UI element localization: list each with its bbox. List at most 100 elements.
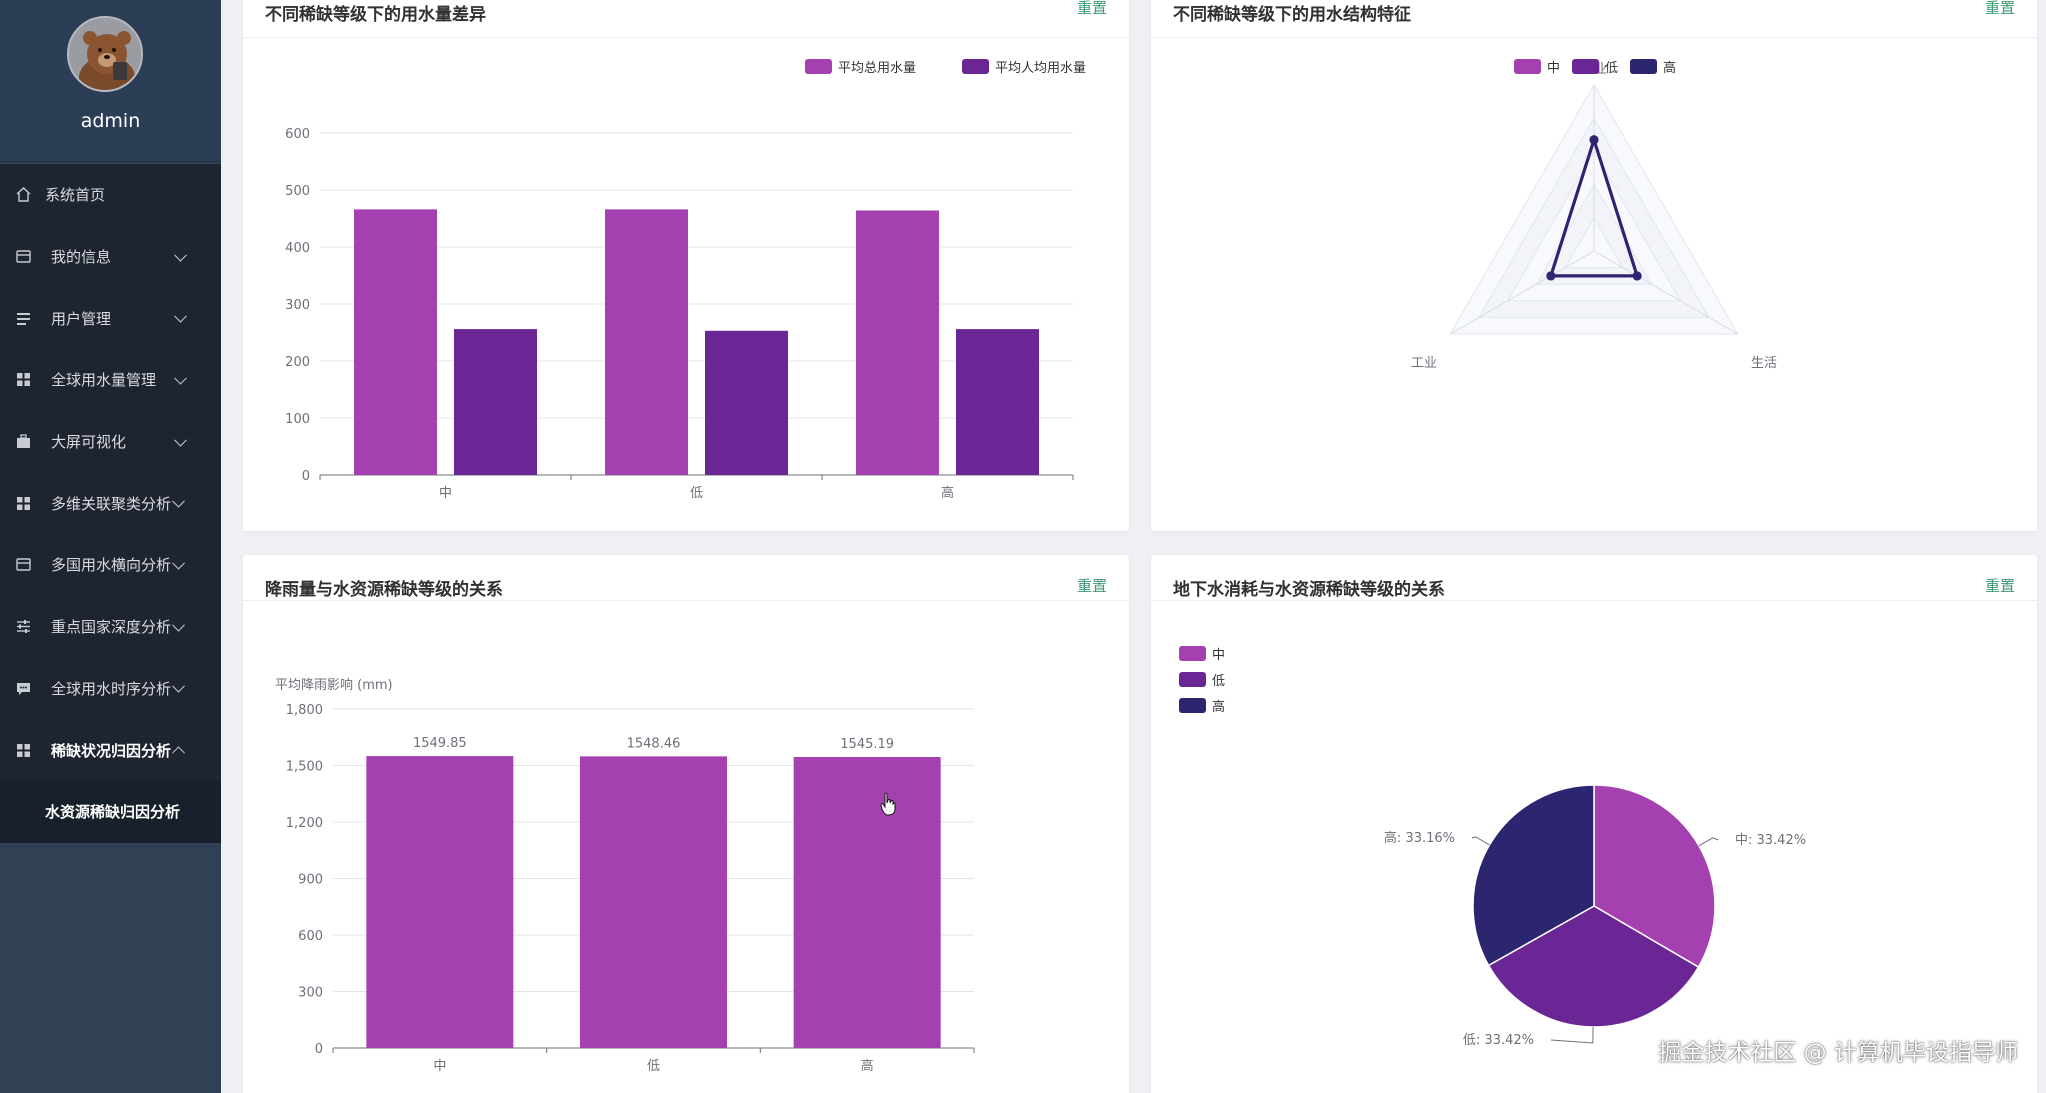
grid-icon [14,494,32,512]
card-header: 不同稀缺等级下的用水结构特征 重置 [1151,0,2037,38]
bar [605,209,688,475]
x-tick-label: 高 [941,485,954,501]
y-tick-label: 500 [285,184,310,199]
bar [366,756,514,1048]
chevron-up-icon [172,746,185,760]
sidebar-item[interactable]: 多国用水横向分析 [0,534,221,596]
hand-cursor-icon [880,792,896,816]
sidebar-item[interactable]: 全球用水量管理 [0,349,221,411]
sliders-icon [14,618,32,636]
sidebar-item-label: 全球用水量管理 [51,371,157,390]
y-tick-label: 600 [298,929,323,944]
bar [793,756,941,1048]
x-tick-label: 低 [647,1059,660,1074]
sidebar-item-label: 多维关联聚类分析 [51,494,172,513]
sidebar-item[interactable]: 大屏可视化 [0,411,221,473]
comment-icon [14,679,32,697]
data-label: 1548.46 [627,736,681,751]
card-header: 地下水消耗与水资源稀缺等级的关系 重置 [1151,555,2037,601]
chevron-down-icon [172,618,185,632]
reset-button[interactable]: 重置 [1076,577,1107,595]
legend-swatch [805,59,832,74]
y-tick-label: 1,500 [286,760,323,775]
card-header: 不同稀缺等级下的用水量差异 重置 [243,0,1129,38]
card-title: 不同稀缺等级下的用水结构特征 [1173,5,1411,25]
sidebar-item-label: 我的信息 [51,248,112,267]
sidebar-item-label: 用户管理 [51,309,112,328]
reset-button[interactable]: 重置 [1984,577,2015,595]
chevron-down-icon [174,371,187,385]
bear-avatar-icon [69,18,141,90]
y-tick-label: 0 [315,1042,323,1057]
reset-button[interactable]: 重置 [1984,0,2015,17]
sidebar-item-label: 大屏可视化 [51,433,127,452]
chevron-down-icon [172,680,185,693]
wallet-icon [14,556,32,574]
radar-series-line [1548,134,1640,278]
x-tick-label: 中 [433,1059,446,1074]
card-title: 不同稀缺等级下的用水量差异 [265,5,486,25]
sidebar-item[interactable]: 重点国家深度分析 [0,596,221,658]
pie-label-line [1550,1026,1594,1044]
sidebar-item[interactable]: 我的信息 [0,226,221,288]
submenu-item-active[interactable]: 水资源稀缺归因分析 [0,780,221,843]
legend-swatch [1179,698,1206,713]
card-title: 降雨量与水资源稀缺等级的关系 [265,580,503,600]
profile-panel: admin [0,0,221,162]
pie-chart: 中: 33.42% 低: 33.42% 高: 33.16% 中低高 [1179,646,1806,1048]
y-tick-label: 900 [298,873,323,888]
reset-button[interactable]: 重置 [1076,0,1107,17]
legend-label: 高 [1663,60,1676,76]
x-tick-label: 高 [861,1058,874,1074]
data-label: 1549.85 [413,736,467,751]
bar [580,756,727,1048]
y-tick-label: 200 [285,355,310,370]
sidebar-menu: 系统首页我的信息用户管理全球用水量管理 大屏可视化多维关联聚类分析多国用水横向分析… [0,164,221,843]
chevron-down-icon [172,556,185,570]
data-label: 1545.19 [840,737,894,752]
legend-swatch [962,59,989,74]
wallet-icon [14,248,32,266]
grid-icon [14,741,32,759]
sidebar-item[interactable]: 用户管理 [0,287,221,349]
grouped-bar-chart: 0 100 200 300 400 500 600 中 低 高 平均总用水量 平均人均用水量 [285,59,1086,501]
card-header: 降雨量与水资源稀缺等级的关系 重置 [243,555,1129,601]
y-tick-label: 100 [285,412,310,427]
radar-point [1589,135,1599,145]
chevron-down-icon [174,433,187,447]
legend-label: 低 [1605,61,1618,76]
bar [856,210,939,475]
sidebar-item[interactable]: 全球用水时序分析 [0,658,221,720]
chevron-down-icon [174,310,187,323]
x-tick-label: 中 [439,486,452,501]
submenu-item-label: 水资源稀缺归因分析 [45,803,181,822]
watermark: 掘金技术社区 @ 计算机毕设指导师 [1658,1040,2018,1066]
grid-icon [14,371,32,389]
radar-point [1632,271,1642,281]
pie-label: 高: 33.16% [1384,830,1455,846]
legend-swatch [1572,59,1599,74]
sidebar-item[interactable]: 多维关联聚类分析 [0,472,221,534]
pie-label: 中: 33.42% [1735,833,1806,848]
legend-label: 中 [1547,61,1560,76]
sidebar-item[interactable]: 稀缺状况归因分析 [0,719,221,781]
y-axis-title: 平均降雨影响 (mm) [275,677,393,693]
legend-label: 平均总用水量 [838,61,916,76]
radar-axis [1593,250,1739,335]
legend-swatch [1514,59,1541,74]
avatar[interactable] [67,16,143,92]
card-water-structure: 不同稀缺等级下的用水结构特征 重置 农业工业生活中低高 [1151,0,2037,531]
y-tick-label: 300 [298,986,323,1001]
sidebar-item[interactable]: 系统首页 [0,164,221,226]
sidebar-item-label: 系统首页 [45,186,106,205]
card-title: 地下水消耗与水资源稀缺等级的关系 [1173,580,1445,600]
card-water-usage-difference: 不同稀缺等级下的用水量差异 重置 0 100 200 300 400 500 600 中 低 高 平… [243,0,1129,531]
bar [956,329,1039,475]
legend-label: 低 [1212,674,1225,689]
sidebar-item-label: 全球用水时序分析 [51,679,172,698]
bar [354,209,437,475]
sidebar-item-label: 重点国家深度分析 [51,618,172,637]
chevron-down-icon [174,248,187,262]
y-tick-label: 300 [285,298,310,313]
rainfall-bar-chart: 0 300 600 900 1,200 1,500 1,800 平均降雨影响 (mm) 1549… [275,677,975,1074]
